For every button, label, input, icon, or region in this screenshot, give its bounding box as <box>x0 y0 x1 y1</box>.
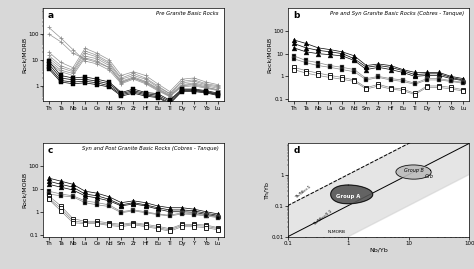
Text: Orb: Orb <box>425 174 434 179</box>
Text: Th/Nb=0.1: Th/Nb=0.1 <box>312 210 333 227</box>
Text: d: d <box>293 146 300 155</box>
X-axis label: Nb/Yb: Nb/Yb <box>369 247 388 252</box>
Polygon shape <box>331 185 373 204</box>
Text: Syn and Post Granite Basic Rocks (Cobres - Tanque): Syn and Post Granite Basic Rocks (Cobres… <box>82 146 219 151</box>
Text: N-MORB: N-MORB <box>327 230 345 234</box>
Text: Pre and Syn Granite Basic Rocks (Cobres - Tanque): Pre and Syn Granite Basic Rocks (Cobres … <box>330 11 464 16</box>
Y-axis label: Rock/MORB: Rock/MORB <box>267 37 272 73</box>
Y-axis label: Rock/MORB: Rock/MORB <box>22 37 27 73</box>
Text: Th/Nb=1: Th/Nb=1 <box>295 185 312 199</box>
Text: Group A: Group A <box>336 194 360 199</box>
Text: Group B: Group B <box>403 168 423 174</box>
Text: b: b <box>293 11 300 20</box>
Text: Pre Granite Basic Rocks: Pre Granite Basic Rocks <box>156 11 219 16</box>
Text: a: a <box>48 11 54 20</box>
Polygon shape <box>396 165 431 179</box>
Text: c: c <box>48 146 54 155</box>
Y-axis label: Rock/MORB: Rock/MORB <box>22 172 27 208</box>
Polygon shape <box>288 112 469 268</box>
Y-axis label: Th/Yb: Th/Yb <box>265 181 270 199</box>
